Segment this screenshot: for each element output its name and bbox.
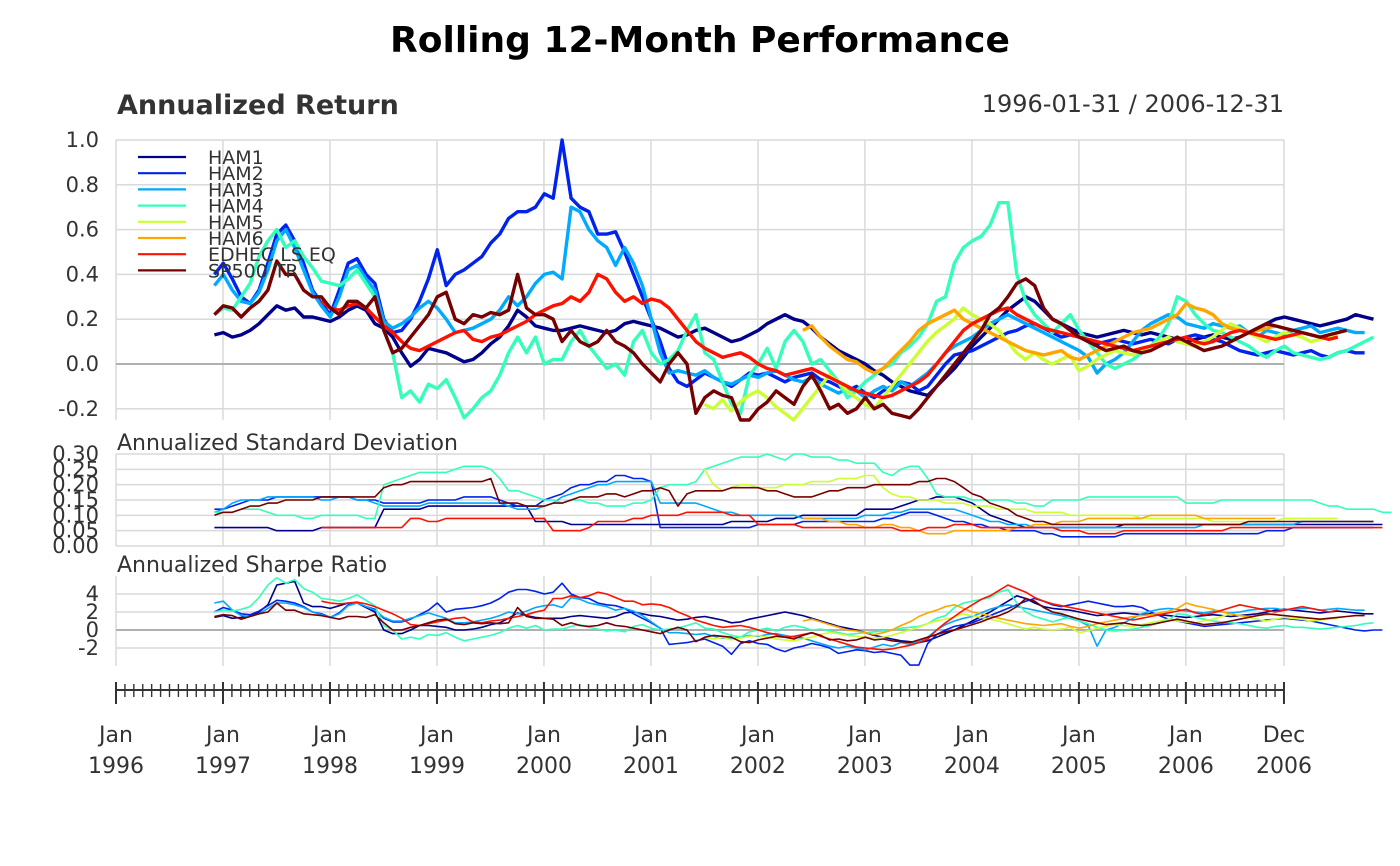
ytick-return-2: 0.6 — [66, 218, 99, 242]
panel-return: 1.00.80.60.40.20.0-0.2 HAM1HAM2HAM3HAM4H… — [58, 128, 1375, 422]
ytick-sharpe-0: 4 — [86, 582, 99, 606]
series-return-ham2 — [213, 138, 1365, 400]
x-tick-year-1: 1997 — [195, 754, 251, 779]
chart-title: Rolling 12-Month Performance — [390, 20, 1010, 61]
legend-label-ham2: HAM2 — [208, 163, 264, 185]
x-tick-month-1: Jan — [204, 723, 240, 748]
x-tick-year-9: 2005 — [1051, 754, 1107, 779]
x-tick-month-7: Jan — [846, 723, 882, 748]
ytick-return-4: 0.2 — [66, 307, 99, 331]
grid-sharpe: 420-2 — [78, 576, 1285, 666]
ytick-return-3: 0.4 — [66, 262, 99, 286]
series-std-edhec-ls-eq — [321, 511, 1383, 535]
legend-label-ham6: HAM6 — [208, 228, 264, 250]
series-return-sp500-tr — [213, 259, 1348, 422]
panel-sharpe: 420-2 — [78, 576, 1383, 666]
series-std-ham6 — [802, 514, 1276, 535]
x-tick-year-7: 2003 — [837, 754, 893, 779]
series-return-ham6 — [802, 301, 1276, 375]
series-sharpe-sp500-tr — [214, 597, 1365, 644]
grid-return: 1.0 0.8 0.6 0.4 0.2 0.0 -0.2 — [58, 128, 1285, 421]
series-std-ham5 — [703, 468, 1338, 523]
ytick-std-3: 0.15 — [52, 488, 99, 512]
ytick-return-0: 1.0 — [66, 128, 99, 152]
series-return-ham5 — [703, 306, 1338, 422]
legend-label-edhec-ls-eq: EDHEC LS EQ — [208, 244, 336, 266]
series-sharpe-edhec-ls-eq — [321, 584, 1338, 651]
x-tick-year-0: 1996 — [88, 754, 144, 779]
x-tick-month-11: Dec — [1263, 723, 1306, 748]
panel-title-sharpe: Annualized Sharpe Ratio — [117, 553, 387, 578]
legend-label-ham4: HAM4 — [208, 196, 264, 218]
panel-title-std: Annualized Standard Deviation — [117, 431, 458, 456]
ytick-std-6: 0.00 — [52, 534, 99, 558]
series-std — [214, 453, 1392, 538]
x-tick-year-5: 2001 — [623, 754, 679, 779]
x-tick-year-11: 2006 — [1256, 754, 1312, 779]
series-sharpe — [214, 576, 1383, 666]
x-tick-year-10: 2006 — [1158, 754, 1214, 779]
x-tick-month-10: Jan — [1167, 723, 1203, 748]
x-tick-year-6: 2002 — [730, 754, 786, 779]
series-return — [213, 138, 1375, 422]
x-tick-month-6: Jan — [739, 723, 775, 748]
ytick-std-4: 0.10 — [52, 503, 99, 527]
series-sharpe-ham2 — [214, 582, 1383, 666]
ytick-std-5: 0.05 — [52, 519, 99, 543]
x-tick-month-5: Jan — [632, 723, 668, 748]
ytick-std-2: 0.20 — [52, 473, 99, 497]
legend-label-ham1: HAM1 — [208, 147, 264, 169]
panel-title-return: Annualized Return — [117, 90, 399, 121]
x-tick-month-3: Jan — [418, 723, 454, 748]
x-tick-year-4: 2000 — [516, 754, 572, 779]
date-range: 1996-01-31 / 2006-12-31 — [982, 90, 1284, 118]
x-tick-month-0: Jan — [97, 723, 133, 748]
legend-label-ham3: HAM3 — [208, 179, 264, 201]
series-sharpe-ham1 — [214, 580, 1374, 644]
legend-label-sp500-tr: SP500 TR — [208, 260, 299, 282]
series-std-ham3 — [214, 480, 1374, 529]
ytick-std-0: 0.30 — [52, 442, 99, 466]
ytick-std-1: 0.25 — [52, 457, 99, 481]
x-tick-year-3: 1999 — [409, 754, 465, 779]
ytick-return-5: 0.0 — [66, 352, 99, 376]
ytick-return-6: -0.2 — [58, 397, 99, 421]
x-axis: Jan 1996 Jan 1997 Jan 1998 Jan 1999 Jan 2000 Jan 20… — [88, 682, 1312, 779]
series-sharpe-ham4 — [214, 576, 1374, 642]
grid-std: 0.300.250.200.150.100.050.00 — [52, 442, 1285, 558]
series-std-ham4 — [214, 453, 1392, 520]
legend-label-ham5: HAM5 — [208, 212, 264, 234]
ytick-sharpe-1: 2 — [86, 600, 99, 624]
x-tick-year-8: 2004 — [944, 754, 1000, 779]
x-tick-year-2: 1998 — [302, 754, 358, 779]
series-return-ham3 — [213, 205, 1365, 400]
panel-std: 0.300.250.200.150.100.050.00 — [52, 442, 1392, 558]
ytick-return-1: 0.8 — [66, 173, 99, 197]
x-tick-month-9: Jan — [1060, 723, 1096, 748]
ytick-sharpe-2: 0 — [86, 618, 99, 642]
series-sharpe-ham6 — [802, 602, 1276, 636]
series-return-ham4 — [213, 200, 1375, 420]
series-std-sp500-tr — [214, 477, 1374, 526]
x-tick-month-2: Jan — [311, 723, 347, 748]
x-tick-month-4: Jan — [525, 723, 561, 748]
ytick-sharpe-3: -2 — [78, 636, 99, 660]
x-tick-month-8: Jan — [953, 723, 989, 748]
